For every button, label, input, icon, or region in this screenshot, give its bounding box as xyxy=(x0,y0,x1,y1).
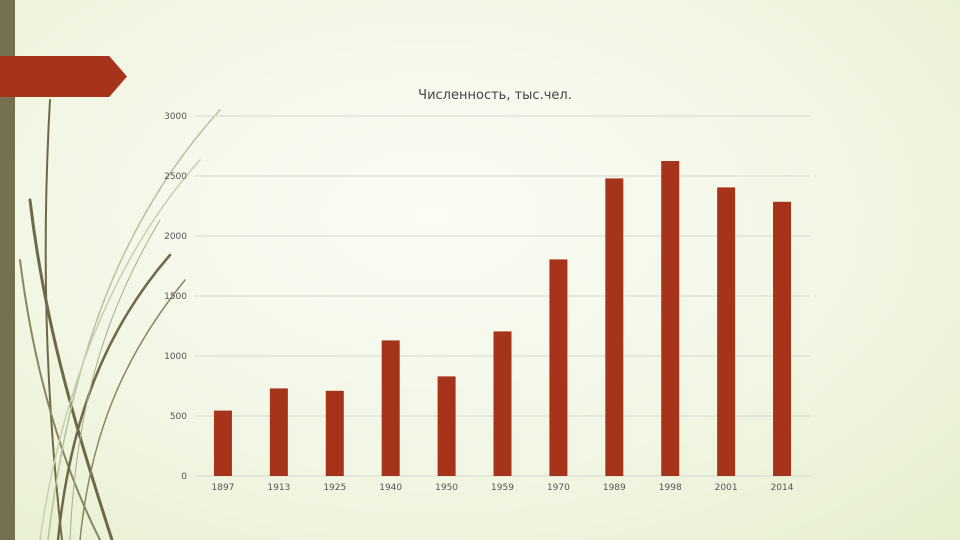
bar-1970 xyxy=(549,259,568,476)
bar-1897 xyxy=(213,410,232,476)
x-tick-label: 1950 xyxy=(435,483,458,493)
bar-1959 xyxy=(493,331,512,476)
y-tick-label: 500 xyxy=(170,412,187,422)
bar-1950 xyxy=(437,376,456,476)
y-tick-label: 3000 xyxy=(164,112,187,122)
accent-tab xyxy=(0,56,127,97)
x-tick-label: 1989 xyxy=(603,483,626,493)
x-tick-label: 1998 xyxy=(659,483,682,493)
bar-2001 xyxy=(717,187,736,476)
y-tick-label: 2000 xyxy=(164,232,187,242)
x-tick-label: 1913 xyxy=(267,483,290,493)
bar-2014 xyxy=(773,201,792,477)
x-tick-label: 1959 xyxy=(491,483,514,493)
x-tick-label: 2001 xyxy=(715,483,738,493)
bar-1998 xyxy=(661,161,680,476)
bar-1989 xyxy=(605,178,624,476)
x-tick-label: 2014 xyxy=(771,483,794,493)
y-tick-label: 2500 xyxy=(164,172,187,182)
chart-title: Численность, тыс.чел. xyxy=(418,88,572,103)
bar-1940 xyxy=(381,340,400,476)
y-tick-label: 1000 xyxy=(164,352,187,362)
bar-1913 xyxy=(269,388,288,476)
x-tick-label: 1897 xyxy=(212,483,235,493)
x-tick-label: 1970 xyxy=(547,483,570,493)
bar-1925 xyxy=(325,390,344,476)
y-tick-label: 1500 xyxy=(164,292,187,302)
left-decorative-bar xyxy=(0,0,15,540)
x-tick-label: 1925 xyxy=(323,483,346,493)
y-tick-label: 0 xyxy=(181,472,187,482)
x-tick-label: 1940 xyxy=(379,483,402,493)
